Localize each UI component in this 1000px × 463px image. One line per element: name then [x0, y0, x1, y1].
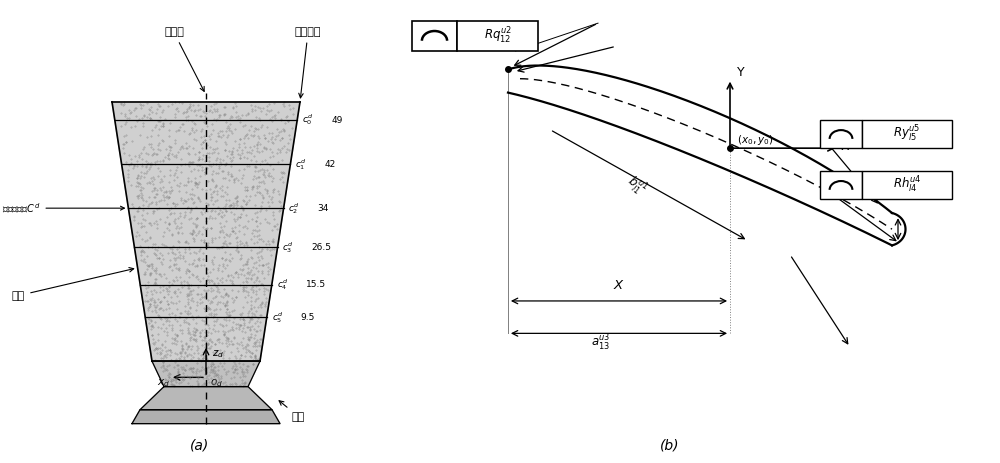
- Text: $c_4^d$: $c_4^d$: [277, 277, 288, 292]
- Text: 设计模型: 设计模型: [295, 27, 321, 98]
- Text: 设计截面线$C^d$: 设计截面线$C^d$: [2, 201, 124, 215]
- Text: Y: Y: [737, 66, 745, 79]
- Text: (a): (a): [190, 438, 210, 452]
- Bar: [820, 120, 862, 148]
- Text: $o_d$: $o_d$: [210, 378, 223, 389]
- Text: $c_2^d$: $c_2^d$: [288, 200, 300, 216]
- Text: X: X: [841, 140, 850, 153]
- Text: $z_d$: $z_d$: [212, 348, 224, 360]
- Text: 26.5: 26.5: [312, 243, 332, 251]
- Text: $(x_0,y_0)$: $(x_0,y_0)$: [737, 132, 774, 147]
- Text: 42: 42: [324, 160, 336, 169]
- Polygon shape: [140, 387, 272, 410]
- Text: 榫头: 榫头: [279, 400, 305, 422]
- Text: $Rh_{l4}^{u4}$: $Rh_{l4}^{u4}$: [893, 175, 921, 195]
- Text: (b): (b): [660, 438, 680, 452]
- Text: $b_{l1}^{u1}$: $b_{l1}^{u1}$: [622, 172, 650, 200]
- Text: $c_0^d$: $c_0^d$: [302, 113, 313, 127]
- Polygon shape: [112, 102, 300, 361]
- Text: 15.5: 15.5: [306, 280, 326, 289]
- Bar: [412, 21, 457, 51]
- Text: 49: 49: [331, 115, 343, 125]
- Text: $c_5^d$: $c_5^d$: [272, 310, 283, 325]
- Text: $X$: $X$: [613, 279, 625, 292]
- Text: $c_1^d$: $c_1^d$: [295, 156, 307, 172]
- Bar: [862, 171, 952, 199]
- Bar: [820, 171, 862, 199]
- Text: $c_3^d$: $c_3^d$: [282, 239, 294, 255]
- Text: $x_d$: $x_d$: [157, 378, 171, 389]
- Text: 34: 34: [318, 204, 329, 213]
- Bar: [862, 120, 952, 148]
- Polygon shape: [152, 361, 260, 387]
- Text: 叶身: 叶身: [12, 268, 134, 300]
- Text: $Rq_{12}^{u2}$: $Rq_{12}^{u2}$: [484, 26, 511, 46]
- Text: 积叠轴: 积叠轴: [164, 27, 204, 91]
- Text: $a_{13}^{u3}$: $a_{13}^{u3}$: [591, 333, 611, 353]
- Text: 9.5: 9.5: [301, 313, 315, 322]
- Text: $Ry_{l5}^{u5}$: $Ry_{l5}^{u5}$: [893, 124, 921, 144]
- Polygon shape: [132, 410, 280, 424]
- Bar: [457, 21, 538, 51]
